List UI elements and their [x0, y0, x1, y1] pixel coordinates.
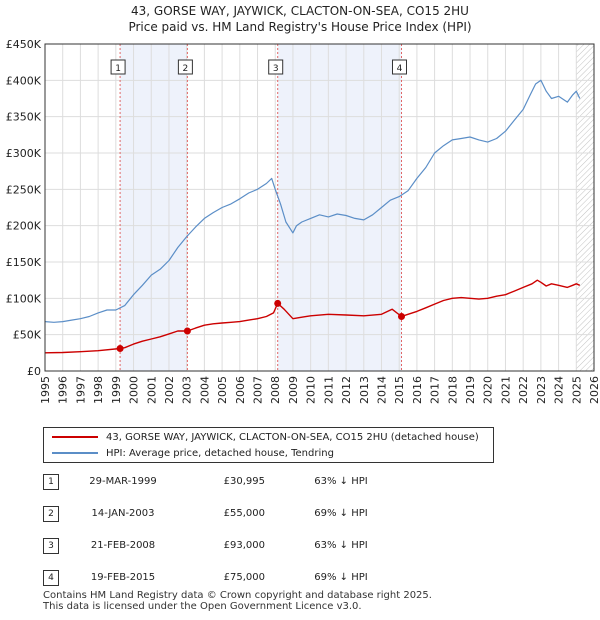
x-tick-label: 2005 — [216, 376, 229, 404]
y-tick-label: £100K — [6, 292, 42, 305]
y-tick-label: £50K — [13, 329, 42, 342]
x-tick-label: 1998 — [92, 376, 105, 404]
sale-point — [183, 327, 191, 335]
sale-number-badge: 4 — [43, 570, 59, 586]
x-tick-label: 2004 — [198, 376, 211, 404]
x-tick-label: 2007 — [252, 376, 265, 404]
x-tick-label: 2023 — [535, 376, 548, 404]
x-tick-label: 1995 — [39, 376, 52, 404]
legend-item-hpi: HPI: Average price, detached house, Tend… — [52, 446, 334, 460]
x-tick-label: 2022 — [517, 376, 530, 404]
x-tick-label: 2018 — [446, 376, 459, 404]
sale-point — [397, 313, 405, 320]
sale-date: 29-MAR-1999 — [89, 476, 157, 487]
footer: Contains HM Land Registry data © Crown c… — [43, 590, 432, 612]
y-tick-label: £0 — [27, 365, 41, 378]
x-tick-label: 2010 — [305, 376, 318, 404]
sale-price: £55,000 — [223, 508, 265, 519]
sale-hpi-diff: 63% ↓ HPI — [314, 540, 368, 551]
sale-marker-label: 1 — [115, 64, 121, 74]
x-tick-label: 2021 — [499, 376, 512, 404]
sale-marker-box — [268, 59, 284, 75]
x-tick-label: 2013 — [358, 376, 371, 404]
x-tick-label: 2020 — [482, 376, 495, 404]
legend: 43, GORSE WAY, JAYWICK, CLACTON-ON-SEA, … — [43, 427, 494, 463]
future-hatch — [576, 44, 594, 371]
sale-row: 2 14-JAN-2003 £55,000 69% ↓ HPI — [43, 506, 443, 524]
chart-title: 43, GORSE WAY, JAYWICK, CLACTON-ON-SEA, … — [131, 4, 469, 18]
sale-number-badge: 1 — [43, 474, 59, 490]
y-tick-label: £200K — [6, 220, 42, 233]
footer-licence: This data is licensed under the Open Gov… — [43, 601, 362, 612]
sale-number-badge: 3 — [43, 538, 59, 554]
x-tick-label: 2026 — [588, 376, 600, 404]
y-tick-label: £400K — [6, 74, 42, 87]
legend-label-hpi: HPI: Average price, detached house, Tend… — [106, 447, 334, 459]
y-tick-label: £250K — [6, 183, 42, 196]
sale-price: £93,000 — [223, 540, 265, 551]
y-tick-label: £450K — [6, 38, 42, 51]
legend-item-price: 43, GORSE WAY, JAYWICK, CLACTON-ON-SEA, … — [52, 430, 479, 444]
x-tick-label: 2008 — [269, 376, 282, 404]
ownership-shade — [120, 44, 188, 371]
sale-point — [116, 344, 124, 352]
y-tick-label: £300K — [6, 147, 42, 160]
sale-marker-box — [110, 59, 126, 75]
x-tick-label: 1999 — [110, 376, 123, 404]
sale-row: 4 19-FEB-2015 £75,000 69% ↓ HPI — [43, 570, 443, 588]
x-tick-label: 2014 — [375, 376, 388, 404]
x-tick-label: 2015 — [393, 376, 406, 404]
price-series-line — [44, 279, 581, 354]
x-tick-label: 2017 — [429, 376, 442, 404]
x-tick-label: 2011 — [322, 376, 335, 404]
y-tick-label: £350K — [6, 111, 42, 124]
sale-row: 3 21-FEB-2008 £93,000 63% ↓ HPI — [43, 538, 443, 556]
sale-marker-box — [177, 59, 193, 75]
x-tick-label: 2001 — [145, 376, 158, 404]
sale-hpi-diff: 63% ↓ HPI — [314, 476, 368, 487]
sale-marker-label: 4 — [397, 64, 403, 74]
legend-swatch-hpi — [52, 452, 98, 454]
x-tick-label: 2024 — [553, 376, 566, 404]
x-tick-label: 2006 — [234, 376, 247, 404]
footer-copyright: Contains HM Land Registry data © Crown c… — [43, 590, 432, 601]
x-tick-label: 2002 — [163, 376, 176, 404]
legend-label-price: 43, GORSE WAY, JAYWICK, CLACTON-ON-SEA, … — [106, 431, 479, 443]
sale-date: 19-FEB-2015 — [90, 572, 156, 583]
sale-point — [274, 299, 282, 307]
x-tick-label: 2012 — [340, 376, 353, 404]
sale-hpi-diff: 69% ↓ HPI — [314, 508, 368, 519]
sale-date: 14-JAN-2003 — [91, 508, 155, 519]
sale-marker-box — [391, 59, 407, 75]
plot-frame — [44, 43, 595, 372]
y-tick-label: £150K — [6, 256, 42, 269]
ownership-shade — [277, 44, 402, 371]
price-chart: £0 £50K £100K £150K £200K £250K £300K £350K £400… — [6, 38, 600, 404]
x-tick-label: 2000 — [128, 376, 141, 404]
hpi-series-line — [44, 79, 581, 323]
x-tick-label: 2009 — [287, 376, 300, 404]
x-tick-label: 2003 — [181, 376, 194, 404]
x-tick-label: 2025 — [570, 376, 583, 404]
sale-marker-label: 3 — [273, 64, 279, 74]
sale-hpi-diff: 69% ↓ HPI — [314, 572, 368, 583]
sale-number-badge: 2 — [43, 506, 59, 522]
x-tick-label: 2019 — [464, 376, 477, 404]
x-tick-label: 1997 — [74, 376, 87, 404]
legend-swatch-price — [52, 436, 98, 438]
sale-date: 21-FEB-2008 — [90, 540, 156, 551]
sale-marker-label: 2 — [183, 64, 189, 74]
sale-price: £30,995 — [223, 476, 265, 487]
sale-row: 1 29-MAR-1999 £30,995 63% ↓ HPI — [43, 474, 443, 492]
sale-price: £75,000 — [223, 572, 265, 583]
x-tick-label: 1996 — [57, 376, 70, 404]
chart-subtitle: Price paid vs. HM Land Registry's House … — [128, 20, 472, 34]
x-tick-label: 2016 — [411, 376, 424, 404]
